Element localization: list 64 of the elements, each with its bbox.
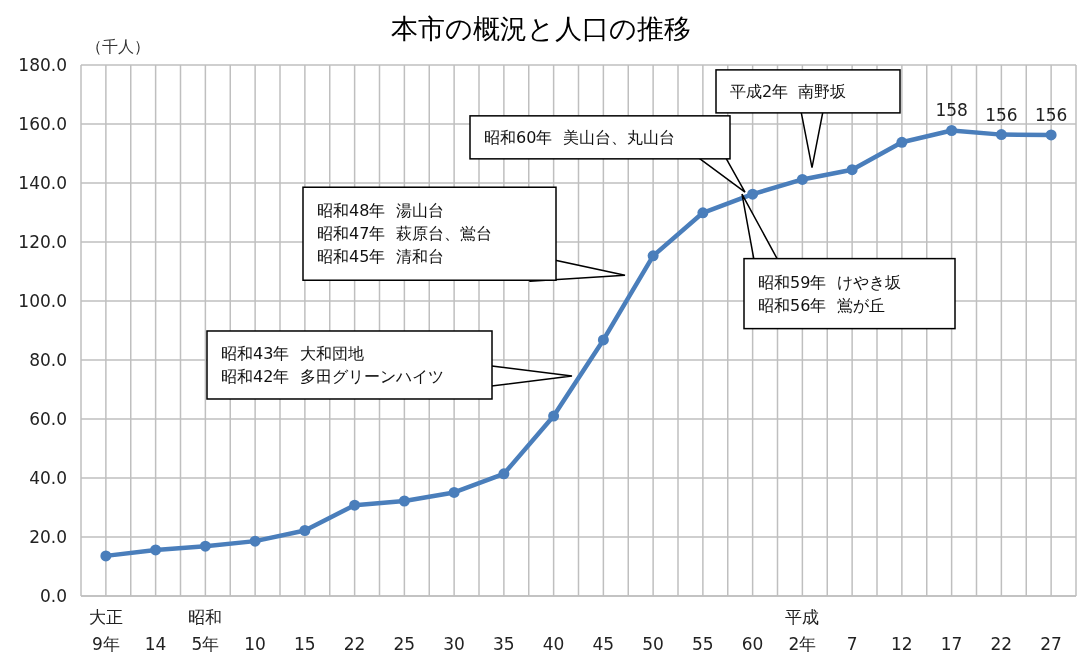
point — [150, 544, 162, 556]
annotation: 昭和42年 多田グリーンハイツ — [221, 366, 444, 386]
point — [448, 486, 460, 498]
point — [100, 550, 112, 562]
annotation: 平成2年 南野坂 — [730, 81, 847, 101]
y-axis-title: （千人） — [86, 37, 150, 56]
point — [946, 124, 958, 136]
point — [846, 164, 858, 176]
x-tick-label: 平成 2年 — [785, 607, 820, 654]
point — [498, 468, 510, 480]
x-tick-label: 55 — [692, 634, 714, 654]
x-tick-label: 10 — [244, 634, 266, 654]
y-tick-label: 100.0 — [18, 291, 67, 311]
y-tick-label: 60.0 — [29, 409, 67, 429]
point — [995, 129, 1007, 141]
y-tick-label: 40.0 — [29, 468, 67, 488]
point — [398, 495, 410, 507]
point — [747, 188, 759, 200]
point — [548, 410, 560, 422]
y-tick-label: 20.0 — [29, 527, 67, 547]
data-label: 156 — [985, 104, 1018, 125]
y-tick-label: 80.0 — [29, 350, 67, 370]
y-tick-label: 120.0 — [18, 232, 67, 252]
annotation: 昭和59年 けやき坂 — [758, 272, 901, 292]
point — [249, 535, 261, 547]
annotation: 昭和47年 萩原台、鴬台 — [317, 224, 492, 244]
y-tick-label: 180.0 — [18, 55, 67, 75]
x-tick-label: 昭和 5年 — [188, 607, 223, 654]
x-tick-label: 25 — [393, 634, 416, 654]
point — [597, 334, 609, 346]
annotation: 昭和48年 湯山台 — [317, 201, 444, 221]
annotation: 昭和60年 美山台、丸山台 — [484, 127, 675, 147]
chart-title: 本市の概況と人口の推移 — [390, 13, 691, 44]
data-label: 156 — [1034, 104, 1068, 125]
y-tick-label: 160.0 — [18, 114, 67, 134]
point — [199, 540, 211, 552]
point — [796, 173, 808, 185]
x-tick-label: 35 — [493, 634, 515, 654]
annotation: 昭和45年 清和台 — [317, 247, 444, 267]
x-tick-label: 12 — [891, 634, 913, 654]
x-tick-label: 17 — [940, 634, 963, 654]
point — [349, 499, 361, 511]
y-tick-label: 140.0 — [18, 173, 67, 193]
point — [647, 250, 659, 262]
x-tick-label: 大正 9年 — [88, 607, 123, 654]
x-tick-label: 60 — [741, 634, 764, 654]
point — [299, 525, 311, 537]
data-label: 158 — [935, 100, 968, 121]
x-tick-label: 30 — [443, 634, 465, 654]
x-tick-label: 40 — [542, 634, 565, 654]
x-tick-label: 14 — [144, 634, 167, 654]
y-tick-label: 0.0 — [39, 586, 67, 606]
annotation: 昭和56年 鴬が丘 — [758, 295, 885, 315]
x-tick-label: 15 — [294, 634, 316, 654]
x-tick-label: 22 — [343, 634, 366, 654]
x-tick-label: 50 — [642, 634, 664, 654]
point — [697, 207, 709, 219]
point — [896, 136, 908, 148]
x-tick-label: 45 — [592, 634, 615, 654]
x-tick-label: 22 — [990, 634, 1013, 654]
x-tick-label: 7 — [846, 634, 858, 654]
point — [1045, 129, 1057, 141]
x-tick-label: 27 — [1040, 634, 1062, 654]
annotation: 昭和43年 大和団地 — [221, 343, 364, 363]
